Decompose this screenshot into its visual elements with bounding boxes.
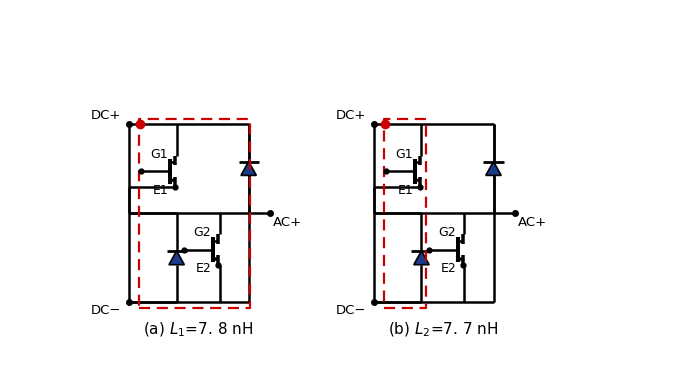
Polygon shape [169, 251, 184, 265]
Text: DC+: DC+ [91, 109, 122, 122]
Text: E1: E1 [398, 184, 413, 197]
Polygon shape [241, 161, 256, 176]
Text: AC+: AC+ [273, 216, 302, 229]
Text: DC+: DC+ [336, 109, 367, 122]
Text: G2: G2 [194, 226, 211, 239]
Text: DC−: DC− [336, 304, 367, 317]
Text: AC+: AC+ [518, 216, 547, 229]
Text: G2: G2 [438, 226, 456, 239]
Text: E2: E2 [440, 262, 456, 275]
Text: E1: E1 [153, 184, 169, 197]
Text: G1: G1 [395, 148, 413, 161]
Polygon shape [486, 161, 501, 176]
Polygon shape [414, 251, 429, 265]
Text: G1: G1 [150, 148, 168, 161]
Text: E2: E2 [196, 262, 211, 275]
Text: DC−: DC− [91, 304, 122, 317]
Text: (a) $L_1$=7. 8 nH: (a) $L_1$=7. 8 nH [143, 320, 253, 339]
Text: (b) $L_2$=7. 7 nH: (b) $L_2$=7. 7 nH [388, 320, 498, 339]
